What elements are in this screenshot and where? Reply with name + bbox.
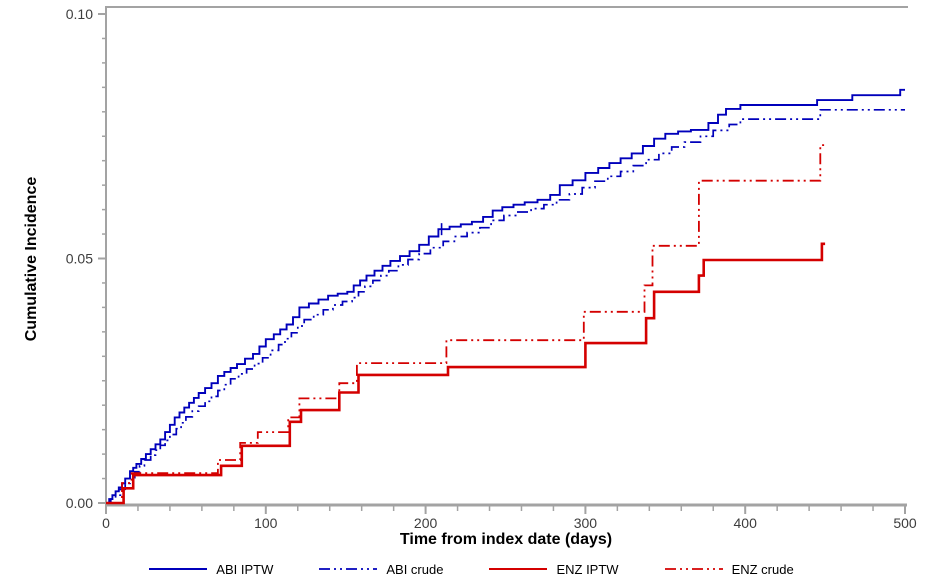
y-tick-label: 0.05 (66, 251, 93, 267)
legend-label: ABI IPTW (216, 561, 274, 577)
legend-item-enz-crude: ENZ crude (664, 561, 794, 577)
legend-line-sample (319, 568, 378, 570)
legend-item-enz-iptw: ENZ IPTW (489, 561, 619, 577)
x-axis-title: Time from index date (days) (399, 531, 613, 548)
x-tick-label: 200 (414, 515, 438, 531)
legend-line-sample (149, 568, 208, 570)
y-axis-title: Cumulative Incidence (23, 176, 40, 342)
series-enz-iptw (106, 242, 826, 505)
legend-label: ENZ IPTW (556, 561, 619, 577)
x-tick-label: 300 (574, 515, 598, 531)
legend: ABI IPTW ABI crude ENZ IPTW ENZ crude (0, 556, 943, 582)
y-tick-label: 0.00 (66, 495, 93, 511)
x-tick-label: 500 (893, 515, 917, 531)
legend-item-abi-crude: ABI crude (319, 562, 443, 577)
legend-label: ABI crude (386, 561, 444, 577)
x-tick-label: 400 (734, 515, 758, 531)
legend-line-sample (664, 568, 723, 570)
legend-item-abi-iptw: ABI IPTW (149, 562, 273, 577)
series-enz-crude (106, 144, 826, 504)
x-tick-label: 100 (254, 515, 278, 531)
legend-line-sample (489, 568, 548, 570)
x-tick-label: 0 (102, 515, 110, 531)
series-abi-iptw (106, 88, 905, 504)
series-abi-crude (106, 108, 905, 504)
legend-label: ENZ crude (731, 561, 794, 577)
y-tick-label: 0.10 (66, 6, 93, 22)
